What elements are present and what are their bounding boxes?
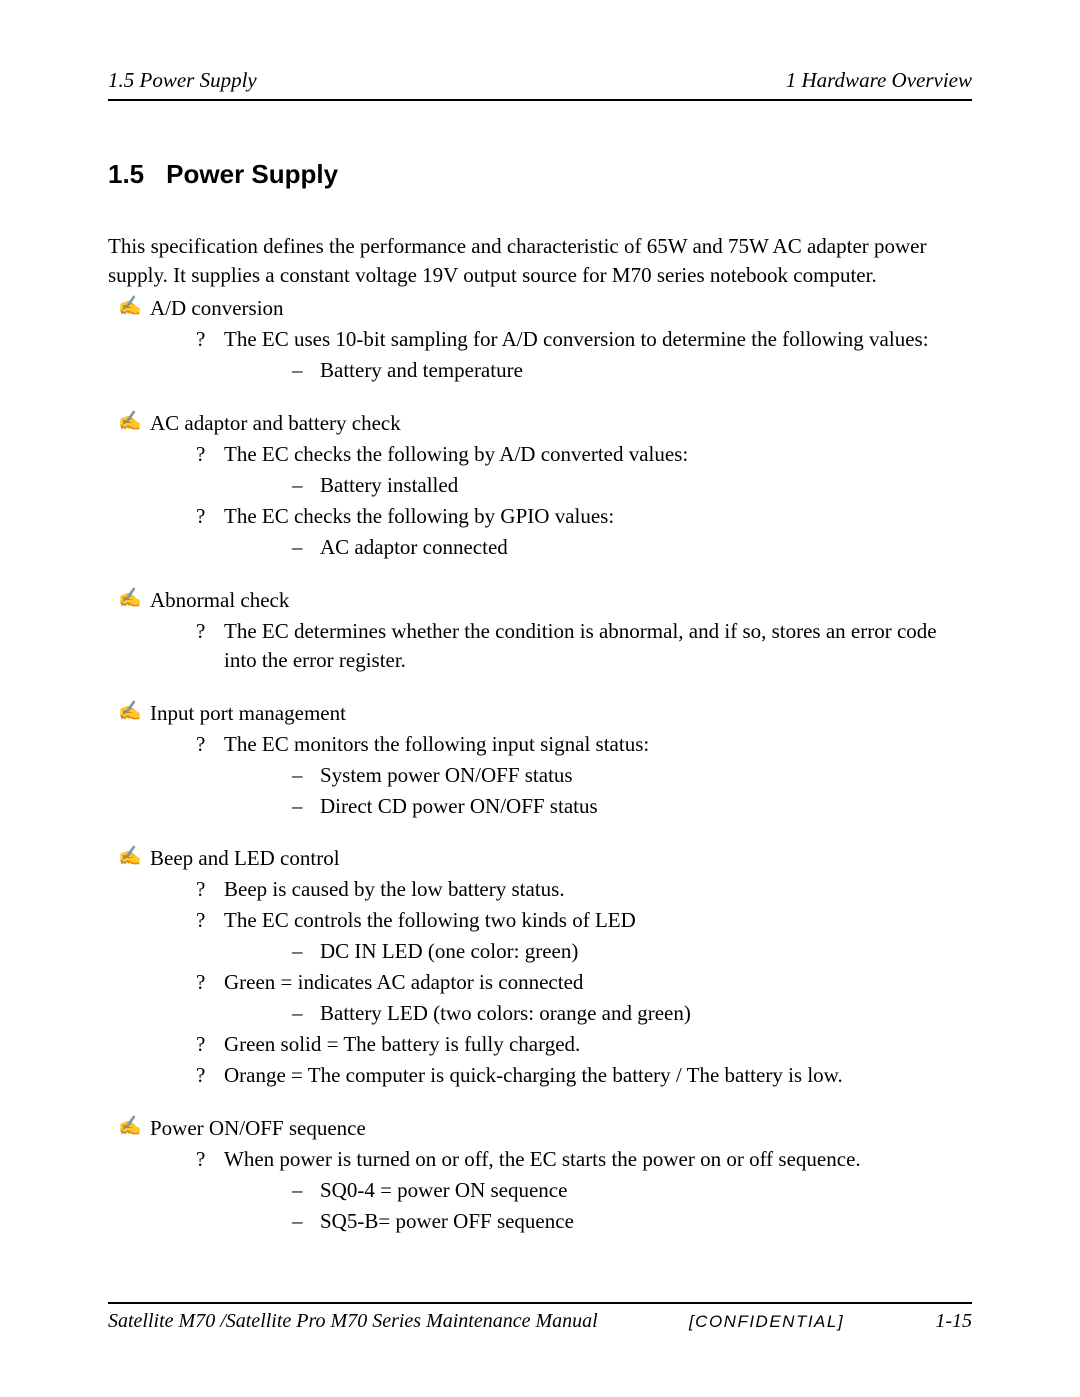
subsection-item: The EC monitors the following input sign…: [196, 730, 972, 821]
subsection-item: Orange = The computer is quick-charging …: [196, 1061, 972, 1090]
section-label: AC adaptor and battery check: [142, 411, 401, 435]
detail-list: System power ON/OFF statusDirect CD powe…: [224, 761, 972, 821]
detail-list: DC IN LED (one color: green): [224, 937, 972, 966]
footer-page-number: 1-15: [935, 1310, 972, 1333]
detail-item: Direct CD power ON/OFF status: [292, 792, 972, 821]
subsection-list: Beep is caused by the low battery status…: [142, 875, 972, 1090]
section-item: Beep and LED control Beep is caused by th…: [142, 844, 972, 1090]
subsection-item: The EC uses 10-bit sampling for A/D conv…: [196, 325, 972, 385]
section-label: Power ON/OFF sequence: [142, 1116, 366, 1140]
detail-list: Battery installed: [224, 471, 972, 500]
subsection-item: Green solid = The battery is fully charg…: [196, 1030, 972, 1059]
detail-item: Battery LED (two colors: orange and gree…: [292, 999, 972, 1028]
section-item: A/D conversion The EC uses 10-bit samplin…: [142, 294, 972, 385]
section-item: Abnormal check The EC determines whether …: [142, 586, 972, 675]
subsection-item: Beep is caused by the low battery status…: [196, 875, 972, 904]
detail-item: DC IN LED (one color: green): [292, 937, 972, 966]
subsection-item: Green = indicates AC adaptor is connecte…: [196, 968, 972, 1028]
subsection-list: When power is turned on or off, the EC s…: [142, 1145, 972, 1236]
subsection-list: The EC uses 10-bit sampling for A/D conv…: [142, 325, 972, 385]
subsection-text: The EC uses 10-bit sampling for A/D conv…: [224, 327, 929, 351]
detail-list: AC adaptor connected: [224, 533, 972, 562]
section-item: AC adaptor and battery check The EC check…: [142, 409, 972, 562]
subsection-text: The EC controls the following two kinds …: [224, 908, 636, 932]
subsection-text: The EC monitors the following input sign…: [224, 732, 649, 756]
subsection-list: The EC monitors the following input sign…: [142, 730, 972, 821]
page-header: 1.5 Power Supply 1 Hardware Overview: [108, 68, 972, 101]
header-left: 1.5 Power Supply: [108, 68, 257, 93]
subsection-text: When power is turned on or off, the EC s…: [224, 1147, 861, 1171]
detail-list: Battery and temperature: [224, 356, 972, 385]
detail-item: Battery and temperature: [292, 356, 972, 385]
subsection-text: Beep is caused by the low battery status…: [224, 877, 565, 901]
subsection-text: Orange = The computer is quick-charging …: [224, 1063, 843, 1087]
header-right: 1 Hardware Overview: [786, 68, 972, 93]
heading-number: 1.5: [108, 159, 144, 189]
subsection-item: The EC controls the following two kinds …: [196, 906, 972, 966]
page-footer: Satellite M70 /Satellite Pro M70 Series …: [108, 1302, 972, 1333]
subsection-item: The EC checks the following by A/D conve…: [196, 440, 972, 500]
detail-list: Battery LED (two colors: orange and gree…: [224, 999, 972, 1028]
section-label: A/D conversion: [142, 296, 284, 320]
section-item: Input port management The EC monitors the…: [142, 699, 972, 821]
detail-item: AC adaptor connected: [292, 533, 972, 562]
heading-title: Power Supply: [166, 159, 338, 189]
footer-left: Satellite M70 /Satellite Pro M70 Series …: [108, 1310, 598, 1333]
subsection-text: The EC checks the following by GPIO valu…: [224, 504, 614, 528]
subsection-item: The EC checks the following by GPIO valu…: [196, 502, 972, 562]
section-label: Input port management: [142, 701, 346, 725]
subsection-text: The EC determines whether the condition …: [224, 619, 937, 672]
subsection-list: The EC checks the following by A/D conve…: [142, 440, 972, 562]
intro-paragraph: This specification defines the performan…: [108, 232, 972, 290]
detail-item: SQ0-4 = power ON sequence: [292, 1176, 972, 1205]
detail-list: SQ0-4 = power ON sequenceSQ5-B= power OF…: [224, 1176, 972, 1236]
detail-item: SQ5-B= power OFF sequence: [292, 1207, 972, 1236]
section-label: Abnormal check: [142, 588, 289, 612]
footer-confidential: [CONFIDENTIAL]: [689, 1312, 844, 1332]
subsection-text: Green solid = The battery is fully charg…: [224, 1032, 580, 1056]
subsection-text: The EC checks the following by A/D conve…: [224, 442, 688, 466]
content-list: A/D conversion The EC uses 10-bit samplin…: [108, 294, 972, 1236]
section-label: Beep and LED control: [142, 846, 340, 870]
section-item: Power ON/OFF sequence When power is turne…: [142, 1114, 972, 1236]
page: 1.5 Power Supply 1 Hardware Overview 1.5…: [0, 0, 1080, 1236]
subsection-list: The EC determines whether the condition …: [142, 617, 972, 675]
subsection-item: When power is turned on or off, the EC s…: [196, 1145, 972, 1236]
subsection-text: Green = indicates AC adaptor is connecte…: [224, 970, 583, 994]
detail-item: System power ON/OFF status: [292, 761, 972, 790]
detail-item: Battery installed: [292, 471, 972, 500]
subsection-item: The EC determines whether the condition …: [196, 617, 972, 675]
section-heading: 1.5 Power Supply: [108, 159, 972, 190]
